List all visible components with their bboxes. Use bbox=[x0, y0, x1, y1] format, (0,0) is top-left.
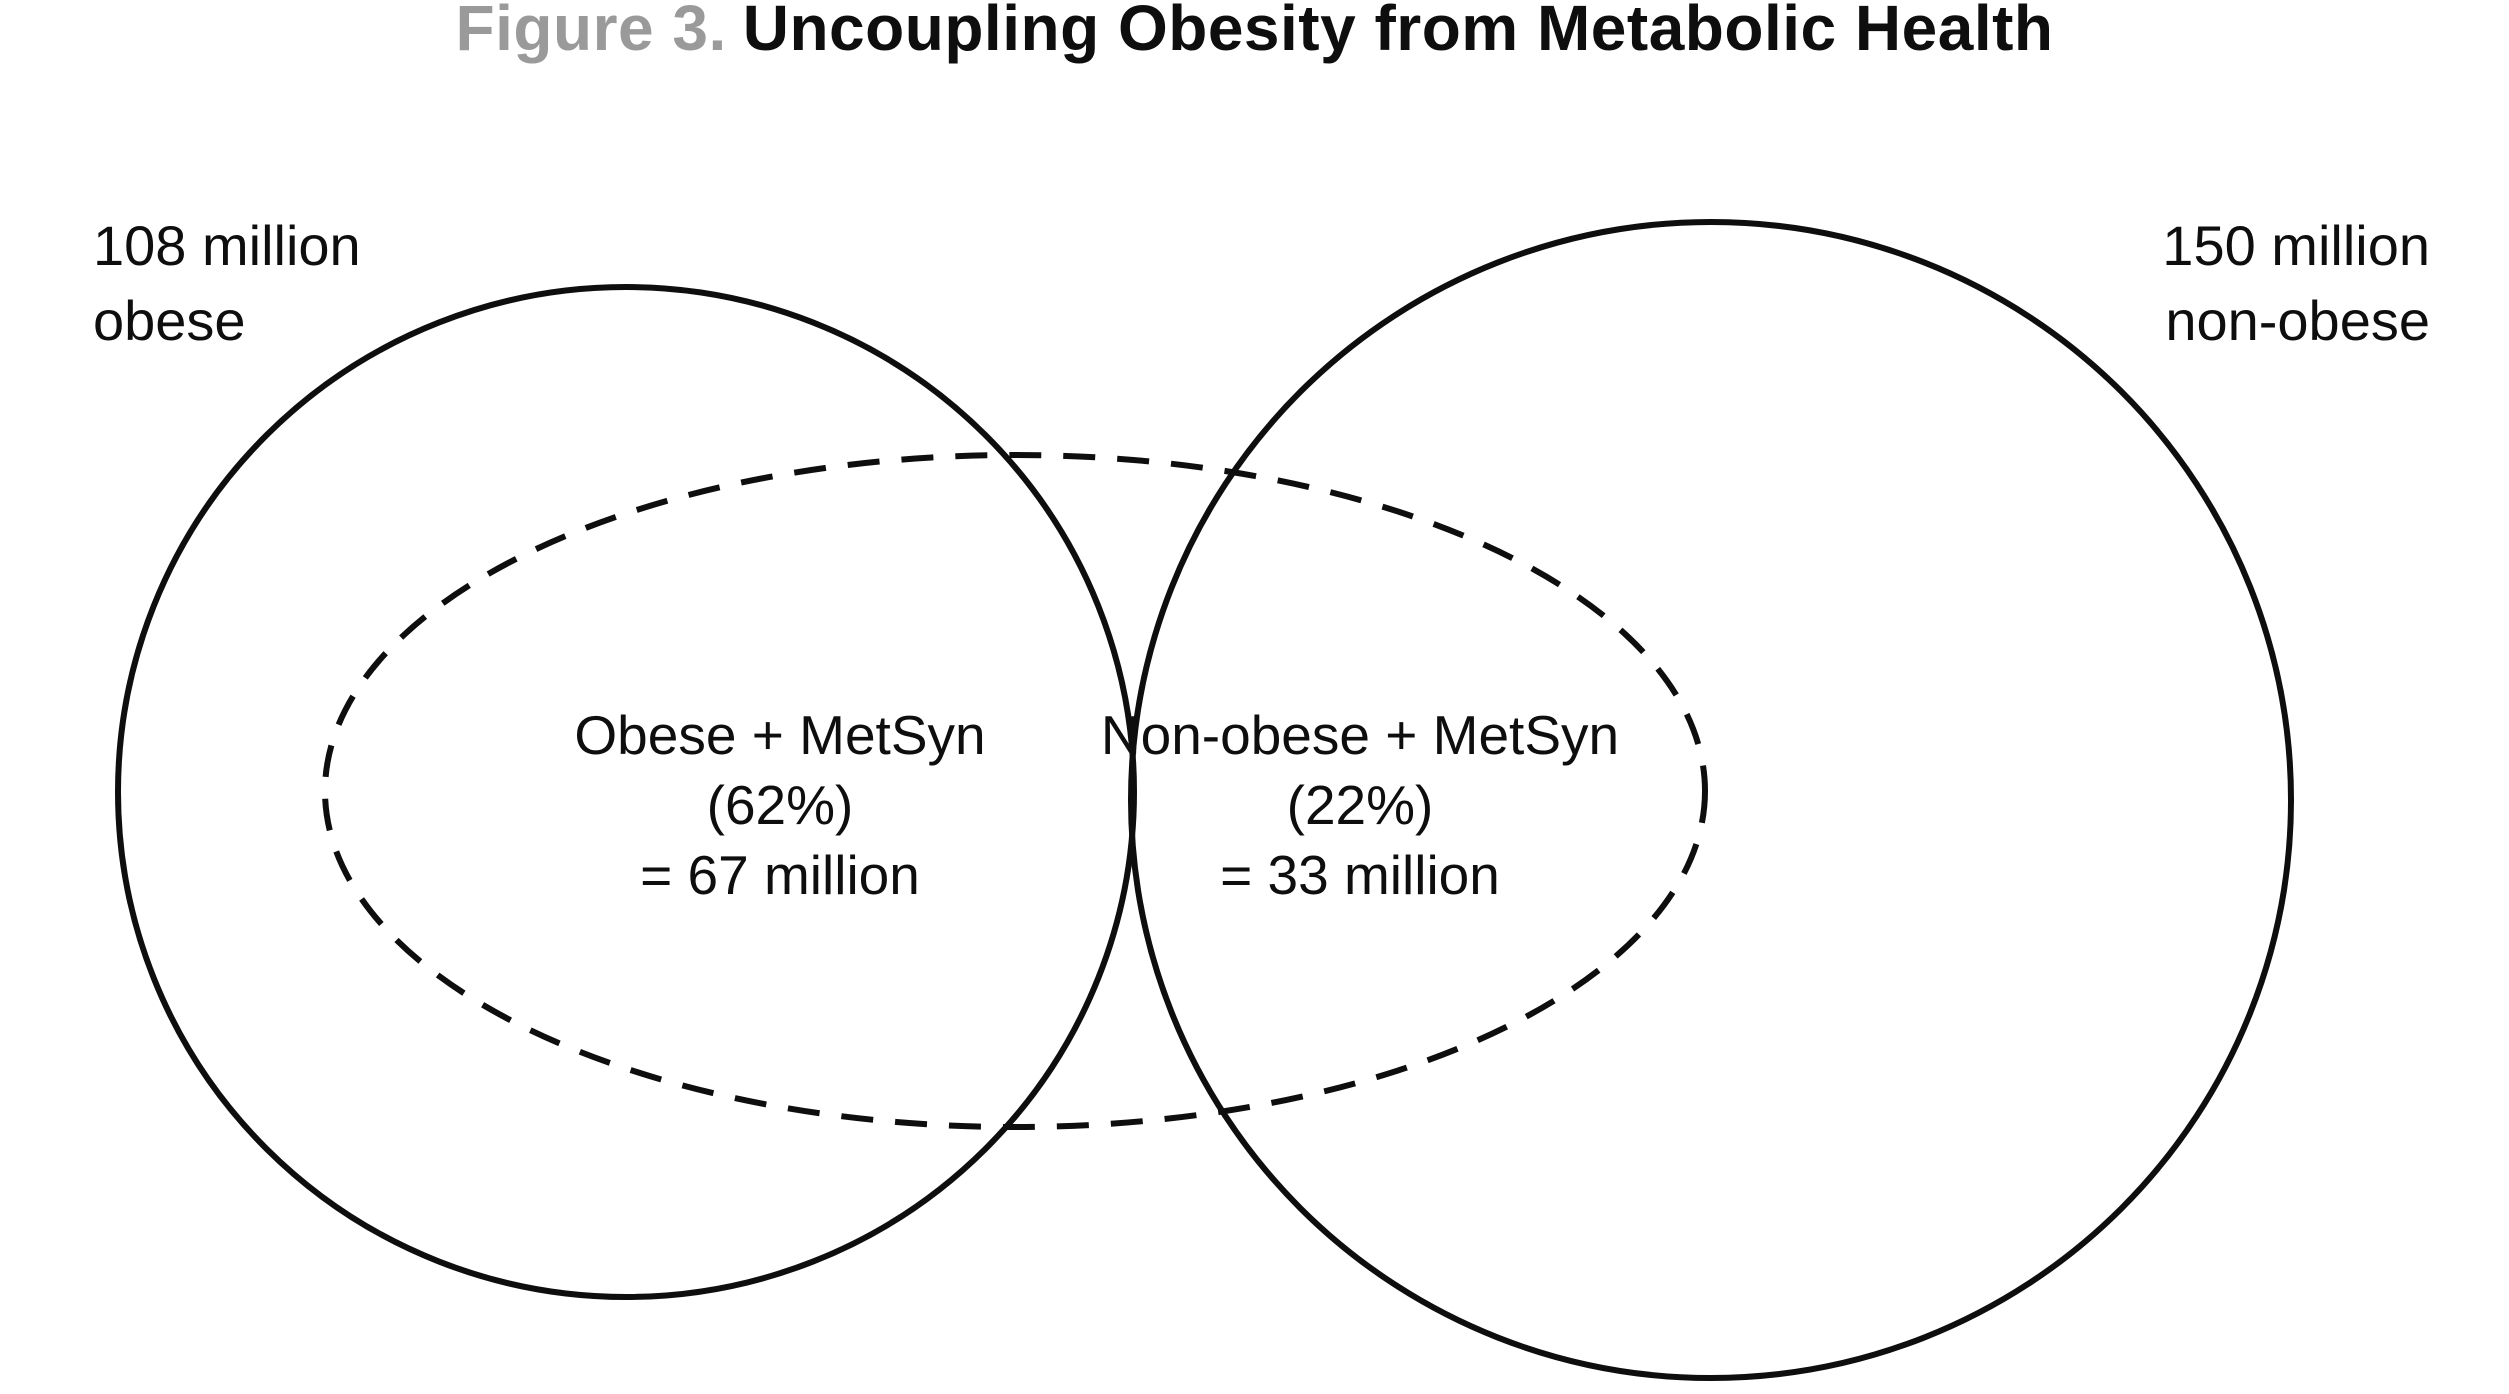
obese-metsyn-label: Obese + MetSyn (62%) = 67 million bbox=[574, 700, 985, 910]
non-obese-metsyn-title: Non-obese + MetSyn bbox=[1100, 704, 1620, 766]
obese-metsyn-percent: (62%) bbox=[706, 774, 854, 836]
metsyn-dashed-ellipse bbox=[322, 452, 1708, 1130]
figure-title: Figure 3. Uncoupling Obesity from Metabol… bbox=[0, 0, 2509, 60]
obese-metsyn-count: = 67 million bbox=[640, 844, 920, 906]
figure-number-label: Figure 3. bbox=[455, 0, 727, 64]
non-obese-metsyn-label: Non-obese + MetSyn (22%) = 33 million bbox=[1101, 700, 1619, 910]
obese-metsyn-title: Obese + MetSyn bbox=[574, 704, 986, 766]
non-obese-count: 150 million bbox=[2162, 214, 2430, 277]
non-obese-word: non-obese bbox=[2165, 289, 2430, 352]
figure-title-text: Uncoupling Obesity from Metabolic Health bbox=[742, 0, 2054, 64]
non-obese-circle-label: 150 million non-obese bbox=[2162, 208, 2430, 358]
non-obese-metsyn-count: = 33 million bbox=[1220, 844, 1500, 906]
obese-circle-label: 108 million obese bbox=[93, 208, 361, 358]
non-obese-circle bbox=[1128, 219, 2294, 1381]
non-obese-metsyn-percent: (22%) bbox=[1286, 774, 1434, 836]
obese-count: 108 million bbox=[93, 214, 361, 277]
obese-word: obese bbox=[93, 289, 246, 352]
